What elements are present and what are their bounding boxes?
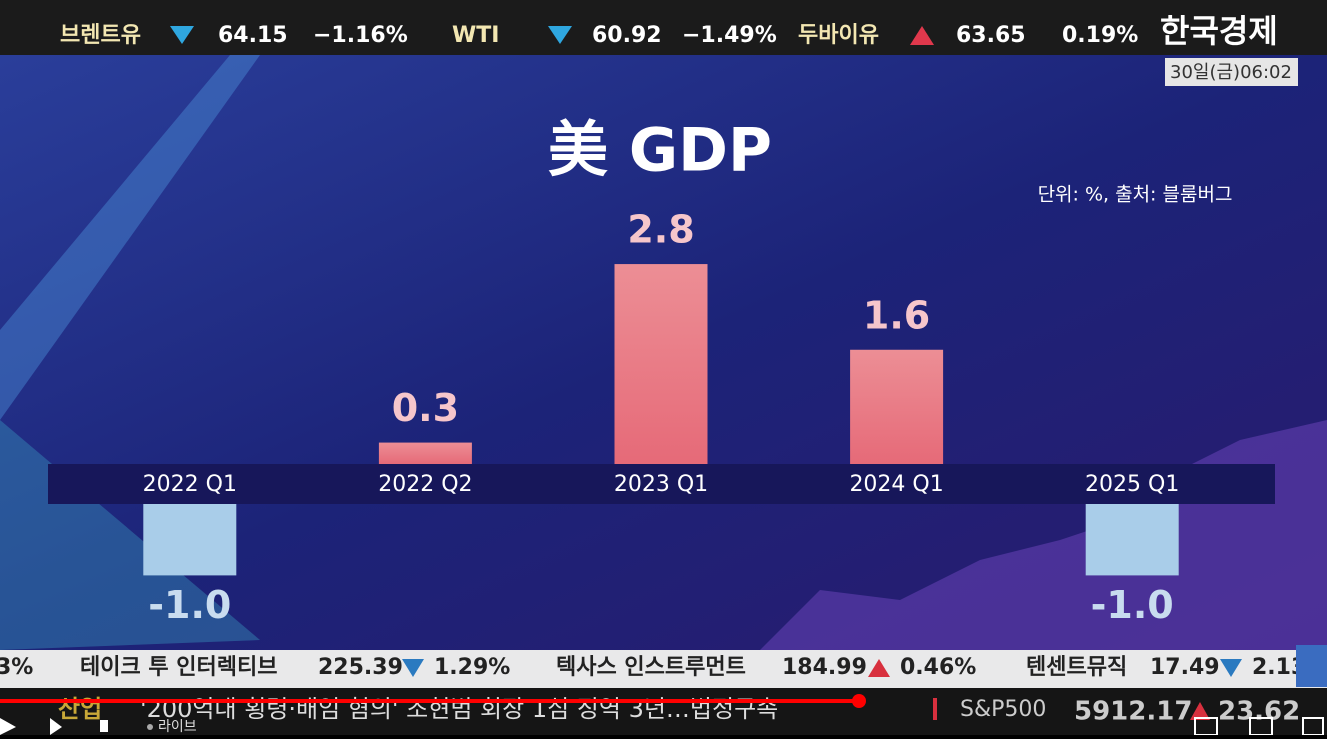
ticker-price: 60.92 xyxy=(592,23,662,48)
ticker-name: 텐센트뮤직 xyxy=(1026,655,1127,680)
bar xyxy=(850,349,944,464)
play-button[interactable] xyxy=(0,718,16,735)
category-label: 2023 Q1 xyxy=(614,472,708,497)
bar xyxy=(143,504,237,576)
ticker-change: 0.19% xyxy=(1062,23,1138,48)
top-ticker xyxy=(0,0,1327,55)
value-label: -1.0 xyxy=(148,583,231,627)
down-arrow xyxy=(1220,659,1242,677)
chart-marks: 2022 Q1 -1.0 2022 Q2 0.3 2023 Q1 2.8 2024 Q1 1.… xyxy=(143,208,1180,627)
category-label: 2024 Q1 xyxy=(849,472,943,497)
ticker-change: 3% xyxy=(0,655,33,680)
category-label: 2022 Q2 xyxy=(378,472,472,497)
decor xyxy=(0,55,260,420)
bar xyxy=(614,264,708,464)
next-button[interactable] xyxy=(50,718,62,735)
ticker-price: 184.99 xyxy=(782,655,867,680)
news-bar xyxy=(0,688,1327,735)
ticker-name: WTI xyxy=(452,23,499,48)
progress-handle[interactable] xyxy=(852,694,866,708)
bottom-ticker xyxy=(0,650,1327,688)
chart-title: 美 GDP xyxy=(548,116,772,186)
ticker-change: −1.16% xyxy=(313,23,408,48)
ticker-price: 63.65 xyxy=(956,23,1026,48)
down-arrow xyxy=(170,26,194,44)
marker xyxy=(933,698,937,720)
ticker-price: 17.49 xyxy=(1150,655,1220,680)
ticker-change: 0.46% xyxy=(900,655,976,680)
up-arrow xyxy=(910,26,934,45)
value-label: 2.8 xyxy=(627,208,694,252)
ticker-name: 브렌트유 xyxy=(60,23,141,48)
channel-badge xyxy=(1296,645,1327,687)
down-arrow xyxy=(402,659,424,677)
category-label: 2022 Q1 xyxy=(143,472,237,497)
time-box xyxy=(1165,58,1298,86)
time: 30일(금)06:02 xyxy=(1170,62,1292,83)
ticker-price: 64.15 xyxy=(218,23,288,48)
bar xyxy=(1085,504,1179,576)
category-label: 2025 Q1 xyxy=(1085,472,1179,497)
index-change: 23.62 xyxy=(1218,697,1300,727)
chart-subtitle: 단위: %, 출처: 블룸버그 xyxy=(1038,184,1233,206)
index-name: S&P500 xyxy=(960,697,1046,722)
ticker-name: 테이크 투 인터렉티브 xyxy=(80,655,277,680)
value-label: 0.3 xyxy=(392,386,459,430)
ticker-change: −1.49% xyxy=(682,23,777,48)
ticker-change: 1.29% xyxy=(434,655,510,680)
down-arrow xyxy=(548,26,572,44)
ticker-name: 두바이유 xyxy=(798,23,879,48)
category-band xyxy=(48,464,1275,504)
ticker-name: 텍사스 인스트루먼트 xyxy=(556,655,746,680)
ticker-price: 225.39 xyxy=(318,655,403,680)
logo: 한국경제 xyxy=(1160,12,1278,50)
up-arrow xyxy=(868,659,890,677)
volume-button[interactable] xyxy=(100,720,108,732)
value-label: -1.0 xyxy=(1091,583,1174,627)
value-label: 1.6 xyxy=(863,293,930,337)
index-value: 5912.17 xyxy=(1074,697,1192,727)
live-label: 라이브 xyxy=(158,719,197,735)
up-arrow xyxy=(1190,702,1210,720)
progress-bar[interactable] xyxy=(0,699,860,703)
live-dot xyxy=(147,724,153,730)
bar xyxy=(378,442,472,464)
